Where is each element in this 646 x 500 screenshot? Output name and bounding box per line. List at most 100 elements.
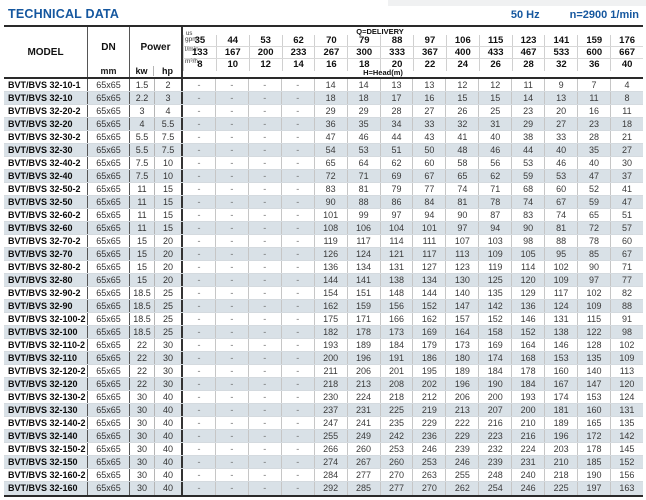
head-value-cell: 134 xyxy=(412,274,445,286)
head-value-cell: 77 xyxy=(412,183,445,195)
head-value-cell: 195 xyxy=(412,365,445,377)
head-value-cell: - xyxy=(214,313,248,325)
table-row: BVT/BVS 32-140-2 65x65 30 40- - - -247 241 235 22… xyxy=(4,417,643,430)
flow-value: 20 xyxy=(380,59,413,71)
head-value-cell: 28 xyxy=(379,105,413,117)
table-row: BVT/BVS 32-80 65x65 15 20- - - -144 141 138 134 13… xyxy=(4,274,643,287)
h-head-label: H=Head(m) xyxy=(363,68,403,77)
flow-value: 70 xyxy=(314,35,347,46)
table-row: BVT/BVS 32-130 65x65 30 40- - - -237 231 225 219 2… xyxy=(4,404,643,417)
dn-cell: 65x65 xyxy=(88,326,130,338)
kw-cell: 18.5 xyxy=(130,287,155,299)
head-value-cell: 13 xyxy=(544,92,577,104)
head-value-cell: - xyxy=(280,313,314,325)
table-row: BVT/BVS 32-60 65x65 11 15- - - -108 106 104 101 97… xyxy=(4,222,643,235)
flow-value: 26 xyxy=(478,59,512,71)
head-value-cell: 29 xyxy=(346,105,380,117)
head-value-cell: - xyxy=(247,209,281,221)
kw-cell: 22 xyxy=(130,352,155,364)
head-value-cell: 206 xyxy=(346,365,380,377)
head-value-cell: 163 xyxy=(609,482,643,495)
head-values: - - - -230 224 218 212 206 200 193 174 153 124 xyxy=(183,391,643,403)
model-cell: BVT/BVS 32-10-1 xyxy=(4,79,88,91)
head-value-cell: 156 xyxy=(379,300,413,312)
head-value-cell: 59 xyxy=(577,196,610,208)
head-value-cell: 81 xyxy=(445,196,478,208)
head-value-cell: 246 xyxy=(445,456,478,468)
model-cell: BVT/BVS 32-30-2 xyxy=(4,131,88,143)
head-value-cell: 189 xyxy=(346,339,380,351)
head-value-cell: 184 xyxy=(511,378,544,390)
head-value-cell: 184 xyxy=(478,365,511,377)
kw-cell: 18.5 xyxy=(130,326,155,338)
head-value-cell: 216 xyxy=(478,417,511,429)
head-value-cell: 14 xyxy=(313,79,347,91)
head-value-cell: - xyxy=(280,404,314,416)
head-value-cell: 154 xyxy=(313,287,347,299)
head-value-cell: 208 xyxy=(379,378,413,390)
head-value-cell: 254 xyxy=(478,482,511,495)
head-value-cell: 13 xyxy=(379,79,413,91)
head-value-cell: - xyxy=(197,314,201,324)
head-value-cell: - xyxy=(197,483,201,493)
lmin-header-row: l/min 133 167 200 233 267 300 333 367 400 433 467 5… xyxy=(183,46,643,59)
head-value-cell: - xyxy=(214,300,248,312)
head-value-cell: 53 xyxy=(511,157,544,169)
head-value-cell: 239 xyxy=(445,443,478,455)
table-row: BVT/BVS 32-80-2 65x65 15 20- - - -136 134 131 127… xyxy=(4,261,643,274)
head-value-cell: 94 xyxy=(478,222,511,234)
kw-cell: 15 xyxy=(130,274,155,286)
head-value-cell: 71 xyxy=(609,261,643,273)
head-value-cell: 88 xyxy=(346,196,380,208)
head-value-cell: 68 xyxy=(511,183,544,195)
head-value-cell: - xyxy=(280,430,314,442)
flow-value: 667 xyxy=(610,47,643,58)
head-value-cell: - xyxy=(197,223,201,233)
head-values: - - - -154 151 148 144 140 135 129 117 102 82 xyxy=(183,287,643,299)
head-value-cell: 285 xyxy=(346,482,380,495)
head-value-cell: 224 xyxy=(511,443,544,455)
dn-cell: 65x65 xyxy=(88,274,130,286)
head-value-cell: 12 xyxy=(445,79,478,91)
head-value-cell: 284 xyxy=(313,469,347,481)
head-values: - - - -266 260 253 246 239 232 224 203 178 145 xyxy=(183,443,643,455)
model-cell: BVT/BVS 32-50 xyxy=(4,196,88,208)
kw-cell: 30 xyxy=(130,430,155,442)
kw-cell: 2.2 xyxy=(130,92,155,104)
head-value-cell: 229 xyxy=(445,430,478,442)
head-value-cell: - xyxy=(280,79,314,91)
head-value-cell: 144 xyxy=(313,274,347,286)
hp-cell: 40 xyxy=(155,417,183,429)
head-value-cell: - xyxy=(214,430,248,442)
head-value-cell: - xyxy=(247,79,281,91)
head-value-cell: 129 xyxy=(511,287,544,299)
table-row: BVT/BVS 32-140 65x65 30 40- - - -255 249 242 236 2… xyxy=(4,430,643,443)
head-value-cell: - xyxy=(214,131,248,143)
head-value-cell: 200 xyxy=(313,352,347,364)
head-value-cell: - xyxy=(214,391,248,403)
head-value-cell: 153 xyxy=(544,352,577,364)
dn-column-header: DN mm xyxy=(88,27,130,77)
head-value-cell: 74 xyxy=(544,209,577,221)
head-value-cell: 253 xyxy=(379,443,413,455)
head-value-cell: - xyxy=(197,119,201,129)
head-value-cell: 186 xyxy=(412,352,445,364)
head-value-cell: 95 xyxy=(544,248,577,260)
kw-cell: 15 xyxy=(130,248,155,260)
table-row: BVT/BVS 32-10 65x65 2.2 3- - - -18 18 17 16 15 15 14… xyxy=(4,92,643,105)
head-value-cell: 102 xyxy=(544,261,577,273)
head-value-cell: 27 xyxy=(412,105,445,117)
head-value-cell: 213 xyxy=(445,404,478,416)
kw-cell: 3 xyxy=(130,105,155,117)
gpm-header-row: us gpm 35 44 53 62 70 79 88 97 106 115 123 141 159 176 xyxy=(183,31,643,47)
head-value-cell: 235 xyxy=(379,417,413,429)
kw-cell: 7.5 xyxy=(130,157,155,169)
model-cell: BVT/BVS 32-160 xyxy=(4,482,88,495)
flow-value: 10 xyxy=(215,59,249,71)
head-value-cell: - xyxy=(247,300,281,312)
table-row: BVT/BVS 32-120-2 65x65 22 30- - - -211 206 201 19… xyxy=(4,365,643,378)
head-value-cell: 164 xyxy=(445,326,478,338)
head-value-cell: 60 xyxy=(544,183,577,195)
model-cell: BVT/BVS 32-40-2 xyxy=(4,157,88,169)
table-row: BVT/BVS 32-130-2 65x65 30 40- - - -230 224 218 21… xyxy=(4,391,643,404)
